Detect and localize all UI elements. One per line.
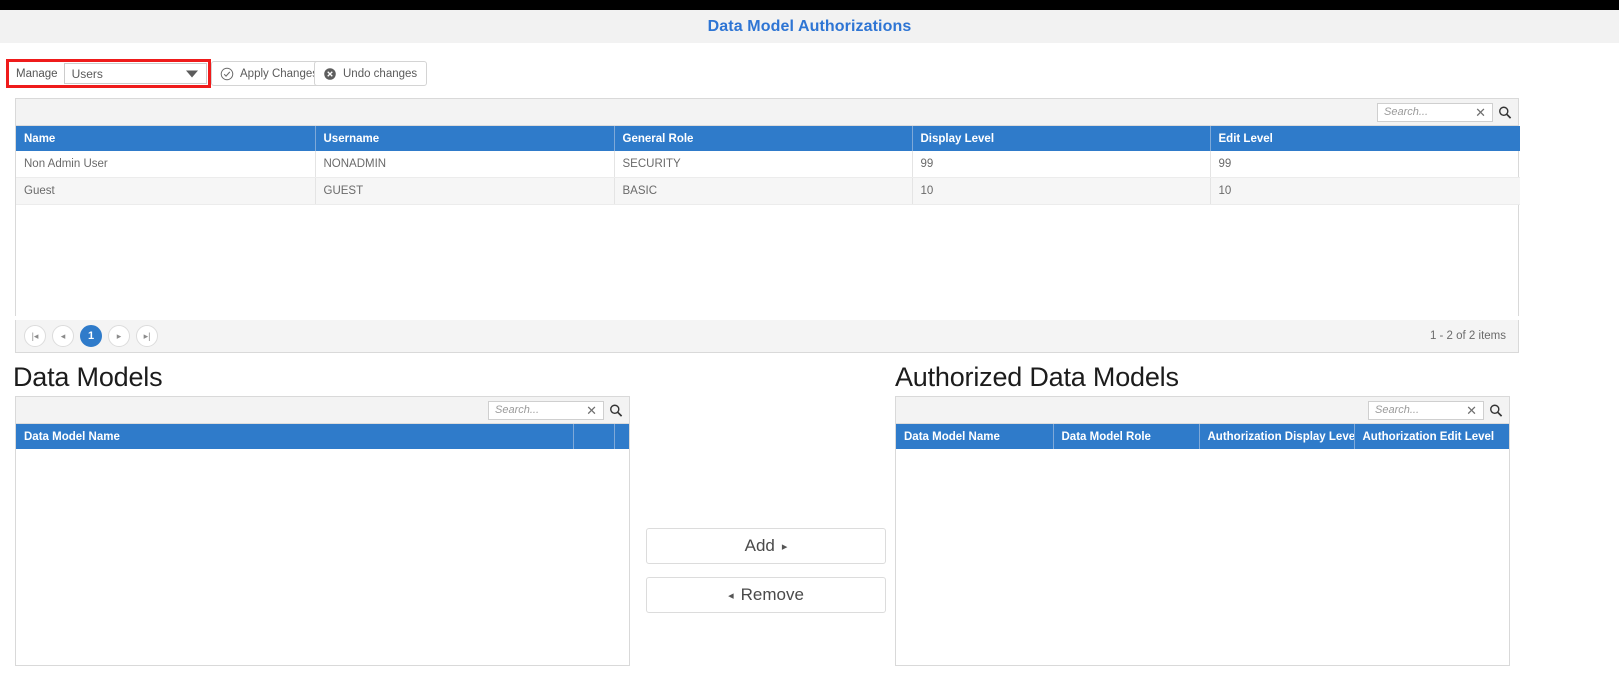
users-table: Name Username General Role Display Level Edi… bbox=[16, 126, 1520, 205]
pager-page-1-button[interactable]: 1 bbox=[80, 325, 102, 347]
data-models-heading: Data Models bbox=[13, 362, 163, 392]
table-cell: BASIC bbox=[614, 177, 913, 205]
column-header-blank-2[interactable] bbox=[614, 424, 629, 449]
title-band: Data Model Authorizations bbox=[0, 10, 1619, 43]
authorized-header-row: Data Model Name Data Model Role Authorizat… bbox=[896, 424, 1509, 449]
table-row[interactable]: Guest GUEST BASIC 10 10 bbox=[16, 177, 1520, 205]
data-models-search-box[interactable]: ✕ bbox=[488, 400, 604, 420]
data-models-panel: ✕ Data Model Name bbox=[15, 396, 630, 666]
chevron-left-icon: ◂ bbox=[728, 589, 734, 602]
manage-dropdown-highlight: Manage Users bbox=[6, 59, 211, 88]
authorized-data-models-toolbar: ✕ bbox=[896, 397, 1509, 424]
cancel-circle-icon bbox=[324, 67, 336, 80]
remove-button[interactable]: ◂ Remove bbox=[646, 577, 886, 613]
manage-label: Manage bbox=[9, 62, 64, 85]
table-cell: Non Admin User bbox=[16, 151, 316, 178]
table-cell: 10 bbox=[912, 177, 1211, 205]
column-header-authorization-edit-level[interactable]: Authorization Edit Level bbox=[1354, 424, 1509, 449]
table-cell: 10 bbox=[1210, 177, 1520, 205]
table-cell: Guest bbox=[16, 177, 316, 205]
column-header-display-level[interactable]: Display Level bbox=[912, 126, 1211, 151]
undo-changes-label: Undo changes bbox=[343, 67, 418, 80]
add-button[interactable]: Add ▸ bbox=[646, 528, 886, 564]
remove-button-label: Remove bbox=[740, 585, 804, 604]
column-header-general-role[interactable]: General Role bbox=[614, 126, 913, 151]
apply-changes-label: Apply Changes bbox=[240, 67, 318, 80]
apply-changes-button[interactable]: Apply Changes bbox=[211, 61, 328, 86]
column-header-blank-1[interactable] bbox=[573, 424, 615, 449]
column-header-data-model-name[interactable]: Data Model Name bbox=[16, 424, 574, 449]
data-models-toolbar: ✕ bbox=[16, 397, 629, 424]
users-search-box[interactable]: ✕ bbox=[1377, 102, 1493, 122]
authorized-data-models-heading: Authorized Data Models bbox=[895, 362, 1179, 392]
data-models-table: Data Model Name bbox=[16, 424, 629, 449]
table-cell: GUEST bbox=[315, 177, 615, 205]
manage-select[interactable]: Users bbox=[63, 63, 207, 84]
search-icon[interactable] bbox=[1489, 403, 1503, 418]
chevron-right-icon: ▸ bbox=[781, 540, 788, 553]
table-cell: NONADMIN bbox=[315, 151, 615, 178]
table-cell: 99 bbox=[1210, 151, 1520, 178]
close-icon[interactable]: ✕ bbox=[1466, 402, 1477, 418]
data-models-search-input[interactable] bbox=[495, 404, 585, 416]
authorized-search-input[interactable] bbox=[1375, 404, 1465, 416]
column-header-username[interactable]: Username bbox=[315, 126, 615, 151]
add-button-label: Add bbox=[744, 536, 775, 555]
chevron-down-icon bbox=[186, 70, 198, 77]
pager-prev-button[interactable]: ◂ bbox=[52, 325, 74, 347]
pager-last-button[interactable]: ▸| bbox=[136, 325, 158, 347]
column-header-edit-level[interactable]: Edit Level bbox=[1210, 126, 1520, 151]
column-header-authorization-display-level[interactable]: Authorization Display Level bbox=[1199, 424, 1355, 449]
table-cell: 99 bbox=[912, 151, 1211, 178]
users-pager: |◂ ◂ 1 ▸ ▸| 1 - 2 of 2 items bbox=[15, 320, 1519, 353]
users-search-input[interactable] bbox=[1384, 106, 1474, 118]
users-table-header-row: Name Username General Role Display Level Edi… bbox=[16, 126, 1520, 151]
close-icon[interactable]: ✕ bbox=[1475, 104, 1486, 120]
data-models-header-row: Data Model Name bbox=[16, 424, 629, 449]
check-circle-icon bbox=[220, 67, 234, 80]
users-grid-toolbar: ✕ bbox=[16, 99, 1518, 126]
data-models-empty-area bbox=[16, 449, 629, 659]
toolbar: Manage Users Apply Changes Undo changes bbox=[0, 43, 1619, 95]
authorized-data-models-table: Data Model Name Data Model Role Authorizat… bbox=[896, 424, 1509, 449]
column-header-name[interactable]: Name bbox=[16, 126, 316, 151]
search-icon[interactable] bbox=[1498, 105, 1512, 120]
page-title: Data Model Authorizations bbox=[707, 17, 912, 35]
authorized-empty-area bbox=[896, 449, 1509, 661]
pager-next-button[interactable]: ▸ bbox=[108, 325, 130, 347]
users-table-body: Non Admin User NONADMIN SECURITY 99 99 Guest G… bbox=[16, 151, 1520, 205]
column-header-data-model-role[interactable]: Data Model Role bbox=[1053, 424, 1200, 449]
undo-changes-button[interactable]: Undo changes bbox=[314, 61, 428, 86]
pager-first-button[interactable]: |◂ bbox=[24, 325, 46, 347]
column-header-data-model-name[interactable]: Data Model Name bbox=[896, 424, 1054, 449]
close-icon[interactable]: ✕ bbox=[586, 402, 597, 418]
authorized-search-box[interactable]: ✕ bbox=[1368, 400, 1484, 420]
table-row[interactable]: Non Admin User NONADMIN SECURITY 99 99 bbox=[16, 151, 1520, 178]
manage-select-value: Users bbox=[71, 66, 103, 81]
pager-count-text: 1 - 2 of 2 items bbox=[1429, 330, 1506, 342]
table-cell: SECURITY bbox=[614, 151, 913, 178]
top-black-strip bbox=[0, 0, 1619, 10]
search-icon[interactable] bbox=[609, 403, 623, 418]
